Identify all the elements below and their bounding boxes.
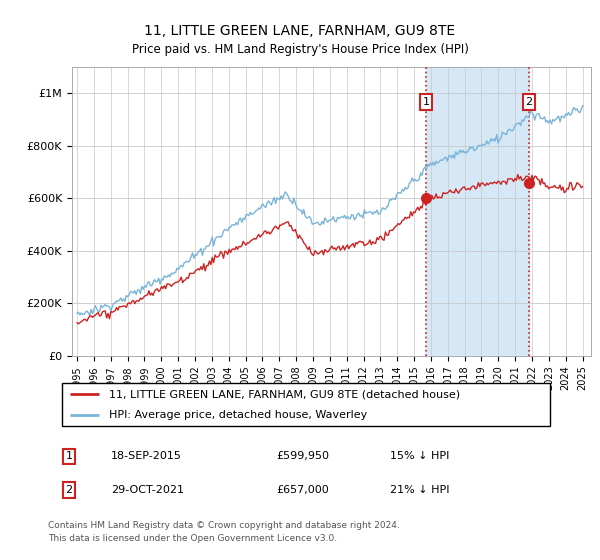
Text: £657,000: £657,000 <box>276 485 329 495</box>
Text: 2: 2 <box>526 97 533 107</box>
Text: 1: 1 <box>423 97 430 107</box>
Text: 11, LITTLE GREEN LANE, FARNHAM, GU9 8TE: 11, LITTLE GREEN LANE, FARNHAM, GU9 8TE <box>145 24 455 38</box>
FancyBboxPatch shape <box>62 383 550 426</box>
Text: 15% ↓ HPI: 15% ↓ HPI <box>390 451 449 461</box>
Text: 2: 2 <box>65 485 73 495</box>
Text: 21% ↓ HPI: 21% ↓ HPI <box>390 485 449 495</box>
Text: 1: 1 <box>65 451 73 461</box>
Text: Price paid vs. HM Land Registry's House Price Index (HPI): Price paid vs. HM Land Registry's House … <box>131 43 469 56</box>
Text: £599,950: £599,950 <box>276 451 329 461</box>
Bar <box>426 67 529 356</box>
Text: 11, LITTLE GREEN LANE, FARNHAM, GU9 8TE (detached house): 11, LITTLE GREEN LANE, FARNHAM, GU9 8TE … <box>109 389 460 399</box>
Text: HPI: Average price, detached house, Waverley: HPI: Average price, detached house, Wave… <box>109 410 367 420</box>
Text: Contains HM Land Registry data © Crown copyright and database right 2024.: Contains HM Land Registry data © Crown c… <box>48 521 400 530</box>
Text: This data is licensed under the Open Government Licence v3.0.: This data is licensed under the Open Gov… <box>48 534 337 543</box>
Text: 29-OCT-2021: 29-OCT-2021 <box>111 485 184 495</box>
Text: 18-SEP-2015: 18-SEP-2015 <box>111 451 182 461</box>
